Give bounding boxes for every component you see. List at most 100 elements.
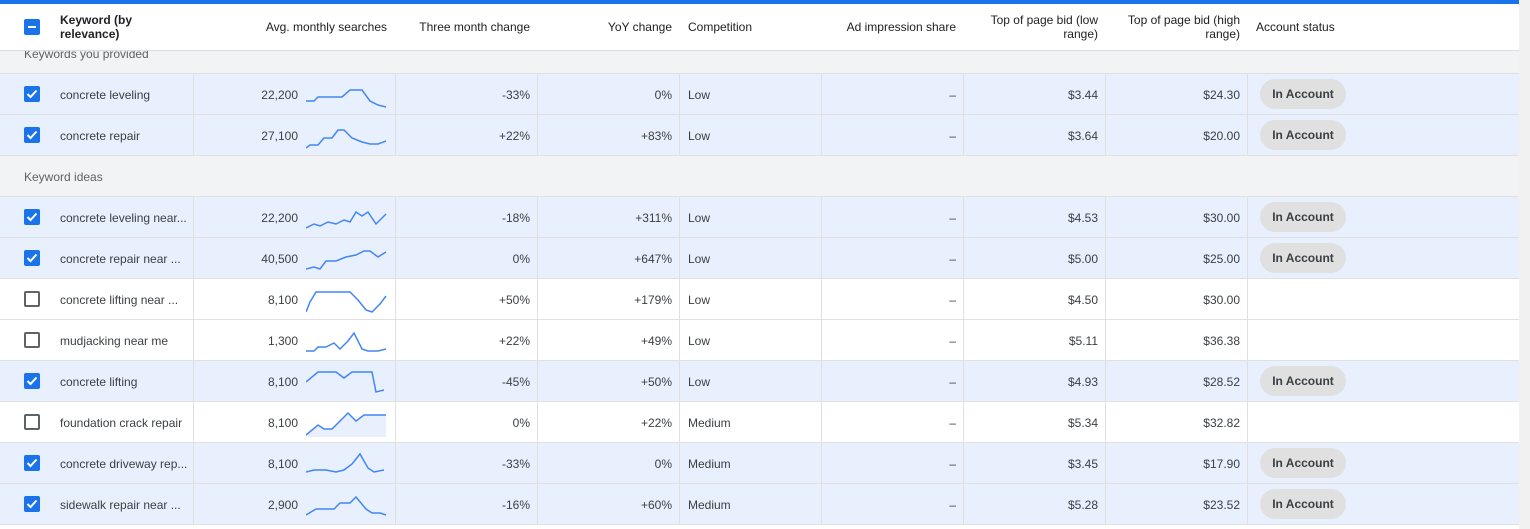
- cell-divider: [537, 197, 538, 238]
- status-pill[interactable]: In Account: [1260, 489, 1346, 519]
- ad-share-cell: –: [949, 210, 956, 225]
- cell-divider: [537, 402, 538, 443]
- select-all-checkbox[interactable]: [24, 19, 40, 35]
- cell-divider: [1247, 279, 1248, 320]
- status-pill[interactable]: In Account: [1260, 79, 1346, 109]
- competition-cell: Medium: [688, 497, 731, 512]
- cell-divider: [821, 443, 822, 484]
- top-bar: [0, 0, 1519, 4]
- row-checkbox[interactable]: [24, 291, 40, 307]
- searches-cell: 8,100: [267, 374, 298, 389]
- cell-divider: [1105, 279, 1106, 320]
- cell-divider: [1105, 238, 1106, 279]
- cell-divider: [1105, 74, 1106, 115]
- three-month-cell: +22%: [498, 333, 530, 348]
- cell-divider: [395, 484, 396, 525]
- cell-divider: [679, 361, 680, 402]
- cell-divider: [1247, 402, 1248, 443]
- cell-divider: [193, 197, 194, 238]
- status-pill[interactable]: In Account: [1260, 243, 1346, 273]
- bid-low-cell: $4.93: [1067, 374, 1098, 389]
- column-header[interactable]: Ad impression share: [846, 20, 956, 34]
- bid-high-cell: $24.30: [1203, 87, 1240, 102]
- keyword-cell: sidewalk repair near ...: [60, 497, 181, 512]
- three-month-cell: +22%: [498, 128, 530, 143]
- trend-sparkline: [306, 325, 388, 355]
- column-header[interactable]: YoY change: [607, 20, 672, 34]
- bid-low-cell: $5.34: [1067, 415, 1098, 430]
- keyword-cell: mudjacking near me: [60, 333, 169, 348]
- bid-high-cell: $32.82: [1203, 415, 1240, 430]
- yoy-cell: +83%: [640, 128, 672, 143]
- cell-divider: [395, 115, 396, 156]
- cell-divider: [1247, 443, 1248, 484]
- competition-cell: Low: [688, 251, 711, 266]
- trend-sparkline: [306, 407, 388, 437]
- cell-divider: [963, 279, 964, 320]
- bid-low-cell: $4.50: [1067, 292, 1098, 307]
- ad-share-cell: –: [949, 87, 956, 102]
- row-checkbox[interactable]: [24, 414, 40, 430]
- row-checkbox[interactable]: [24, 496, 40, 512]
- row-checkbox[interactable]: [24, 209, 40, 225]
- row-checkbox[interactable]: [24, 127, 40, 143]
- keyword-row: concrete repair 27,100 +22% +83% Low – $3.64 $2…: [0, 115, 1519, 156]
- trend-sparkline: [306, 448, 388, 478]
- status-pill[interactable]: In Account: [1260, 366, 1346, 396]
- ad-share-cell: –: [949, 251, 956, 266]
- row-checkbox[interactable]: [24, 250, 40, 266]
- cell-divider: [679, 279, 680, 320]
- cell-divider: [1247, 197, 1248, 238]
- cell-divider: [193, 320, 194, 361]
- status-pill[interactable]: In Account: [1260, 202, 1346, 232]
- keyword-row: concrete lifting 8,100 -45% +50% Low – $4.93 $2…: [0, 361, 1519, 402]
- yoy-cell: +60%: [640, 497, 672, 512]
- keyword-row: concrete lifting near ... 8,100 +50% +179% L…: [0, 279, 1519, 320]
- cell-divider: [963, 402, 964, 443]
- cell-divider: [1105, 361, 1106, 402]
- cell-divider: [1247, 320, 1248, 361]
- keyword-cell: concrete lifting: [60, 374, 138, 389]
- ad-share-cell: –: [949, 497, 956, 512]
- cell-divider: [1247, 115, 1248, 156]
- column-header[interactable]: Account status: [1256, 20, 1335, 34]
- cell-divider: [821, 74, 822, 115]
- cell-divider: [1105, 443, 1106, 484]
- bid-high-cell: $30.00: [1203, 292, 1240, 307]
- row-checkbox[interactable]: [24, 455, 40, 471]
- searches-cell: 2,900: [267, 497, 298, 512]
- section-header: Keywords you provided: [0, 50, 1519, 74]
- cell-divider: [821, 320, 822, 361]
- three-month-cell: -33%: [501, 87, 530, 102]
- row-checkbox[interactable]: [24, 86, 40, 102]
- column-header[interactable]: Avg. monthly searches: [265, 20, 387, 34]
- row-checkbox[interactable]: [24, 332, 40, 348]
- column-header[interactable]: Three month change: [419, 20, 530, 34]
- cell-divider: [395, 279, 396, 320]
- cell-divider: [537, 115, 538, 156]
- check-icon: [26, 376, 38, 386]
- trend-sparkline: [306, 489, 388, 519]
- competition-cell: Low: [688, 374, 711, 389]
- row-checkbox[interactable]: [24, 373, 40, 389]
- trend-sparkline: [306, 284, 388, 314]
- column-header[interactable]: Keyword (by relevance): [60, 13, 133, 41]
- cell-divider: [1105, 320, 1106, 361]
- trend-sparkline: [306, 79, 388, 109]
- competition-cell: Low: [688, 210, 711, 225]
- three-month-cell: -33%: [501, 456, 530, 471]
- bid-low-cell: $5.00: [1067, 251, 1098, 266]
- column-header[interactable]: Competition: [688, 20, 753, 34]
- bid-low-cell: $3.64: [1067, 128, 1098, 143]
- bid-high-cell: $30.00: [1203, 210, 1240, 225]
- status-pill[interactable]: In Account: [1260, 448, 1346, 478]
- cell-divider: [963, 443, 964, 484]
- bid-high-cell: $20.00: [1203, 128, 1240, 143]
- keyword-row: mudjacking near me 1,300 +22% +49% Low – $5.11…: [0, 320, 1519, 361]
- cell-divider: [537, 361, 538, 402]
- column-header[interactable]: Top of page bid (high range): [1127, 13, 1240, 41]
- bid-high-cell: $25.00: [1203, 251, 1240, 266]
- status-pill[interactable]: In Account: [1260, 120, 1346, 150]
- cell-divider: [679, 402, 680, 443]
- column-header[interactable]: Top of page bid (low range): [990, 13, 1098, 41]
